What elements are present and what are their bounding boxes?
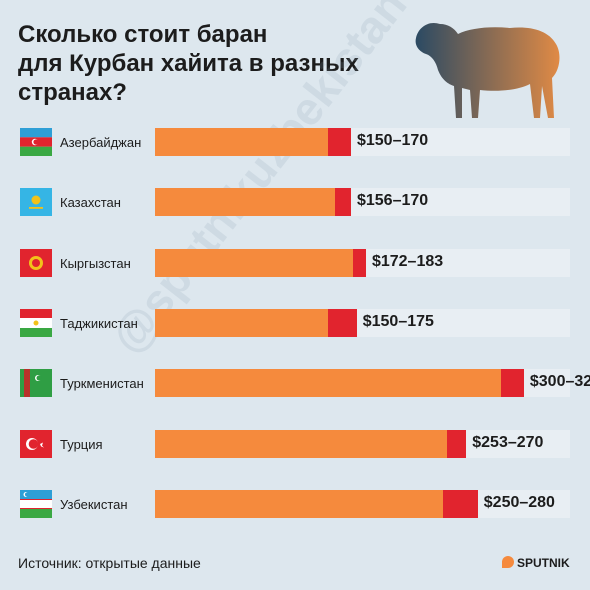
chart-row: Туркменистан $300–320 (0, 369, 590, 399)
category-label: Азербайджан (60, 135, 142, 150)
value-label: $150–170 (356, 132, 429, 149)
sputnik-logo: SPUTNIK (502, 556, 570, 570)
bar-price-range (327, 308, 357, 337)
source-note: Источник: открытые данные (18, 555, 201, 571)
chart-title: Сколько стоит баран для Курбан хайита в … (18, 21, 359, 106)
chart-row: Таджикистан $150–175 (0, 308, 590, 339)
bar-price-range (353, 248, 366, 277)
sputnik-logo-text: SPUTNIK (517, 556, 570, 570)
category-label: Таджикистан (60, 315, 138, 331)
category-label: Казахстан (60, 195, 121, 211)
sputnik-logo-icon (502, 556, 514, 568)
chart-row: Казахстан $156–170 (0, 188, 590, 218)
value-label: $172–183 (371, 252, 444, 270)
category-label: Турция (60, 436, 103, 452)
chart-row: Узбекистан $250–280 (0, 489, 590, 520)
flag-azerbaijan-icon (20, 128, 52, 156)
flag-turkmenistan-icon (20, 369, 52, 398)
flag-kazakhstan-icon (20, 188, 52, 217)
bar-min-price (155, 128, 328, 156)
bar-min-price (155, 429, 447, 458)
flag-uzbekistan-icon (20, 489, 52, 518)
chart-row: Кыргызстан $172–183 (0, 248, 590, 279)
category-label: Туркменистан (60, 376, 144, 392)
flag-kyrgyzstan-icon (20, 248, 52, 277)
bar-price-range (334, 188, 351, 217)
flag-turkey-icon (20, 429, 52, 458)
bar-min-price (155, 308, 328, 337)
bar-min-price (155, 369, 501, 398)
bar-price-range (446, 429, 467, 458)
category-label: Кыргызстан (60, 255, 131, 271)
chart-row: Азербайджан $150–170 (0, 128, 590, 158)
sheep-icon (415, 22, 560, 119)
bar-price-range (443, 489, 478, 518)
value-label: $300–320 (529, 373, 590, 391)
value-label: $156–170 (356, 192, 429, 210)
chart-row: Турция $253–270 (0, 429, 590, 460)
value-label: $250–280 (483, 493, 555, 511)
bar-price-range (327, 128, 351, 156)
bar-min-price (155, 188, 335, 217)
value-label: $150–175 (362, 312, 434, 330)
bar-min-price (155, 489, 444, 518)
bar-min-price (155, 248, 354, 277)
category-label: Узбекистан (60, 496, 128, 512)
flag-tajikistan-icon (20, 308, 52, 337)
bar-price-range (500, 369, 524, 398)
value-label: $253–270 (472, 433, 544, 451)
